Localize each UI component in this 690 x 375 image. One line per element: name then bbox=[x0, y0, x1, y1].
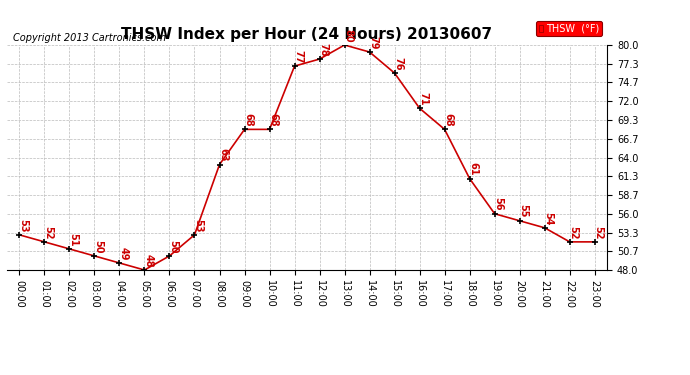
Text: 71: 71 bbox=[418, 92, 428, 105]
Text: 53: 53 bbox=[193, 219, 204, 232]
Text: 80: 80 bbox=[344, 28, 353, 42]
Text: 78: 78 bbox=[318, 43, 328, 56]
Text: 79: 79 bbox=[368, 36, 378, 49]
Text: 52: 52 bbox=[43, 226, 53, 239]
Text: 68: 68 bbox=[444, 113, 453, 126]
Text: 56: 56 bbox=[493, 197, 504, 211]
Text: 55: 55 bbox=[518, 204, 529, 218]
Text: 48: 48 bbox=[144, 254, 153, 267]
Text: 50: 50 bbox=[168, 240, 178, 253]
Text: 49: 49 bbox=[118, 247, 128, 260]
Text: 50: 50 bbox=[93, 240, 104, 253]
Text: 63: 63 bbox=[218, 148, 228, 162]
Text: 68: 68 bbox=[244, 113, 253, 126]
Text: 77: 77 bbox=[293, 50, 304, 63]
Text: 68: 68 bbox=[268, 113, 278, 126]
Text: 61: 61 bbox=[469, 162, 478, 176]
Text: 54: 54 bbox=[544, 211, 553, 225]
Text: 52: 52 bbox=[593, 226, 604, 239]
Text: 76: 76 bbox=[393, 57, 404, 70]
Text: 52: 52 bbox=[569, 226, 578, 239]
Text: Copyright 2013 Cartronics.com: Copyright 2013 Cartronics.com bbox=[13, 33, 166, 43]
Text: 51: 51 bbox=[68, 232, 78, 246]
Text: 53: 53 bbox=[18, 219, 28, 232]
Legend: THSW  (°F): THSW (°F) bbox=[536, 21, 602, 36]
Title: THSW Index per Hour (24 Hours) 20130607: THSW Index per Hour (24 Hours) 20130607 bbox=[121, 27, 493, 42]
